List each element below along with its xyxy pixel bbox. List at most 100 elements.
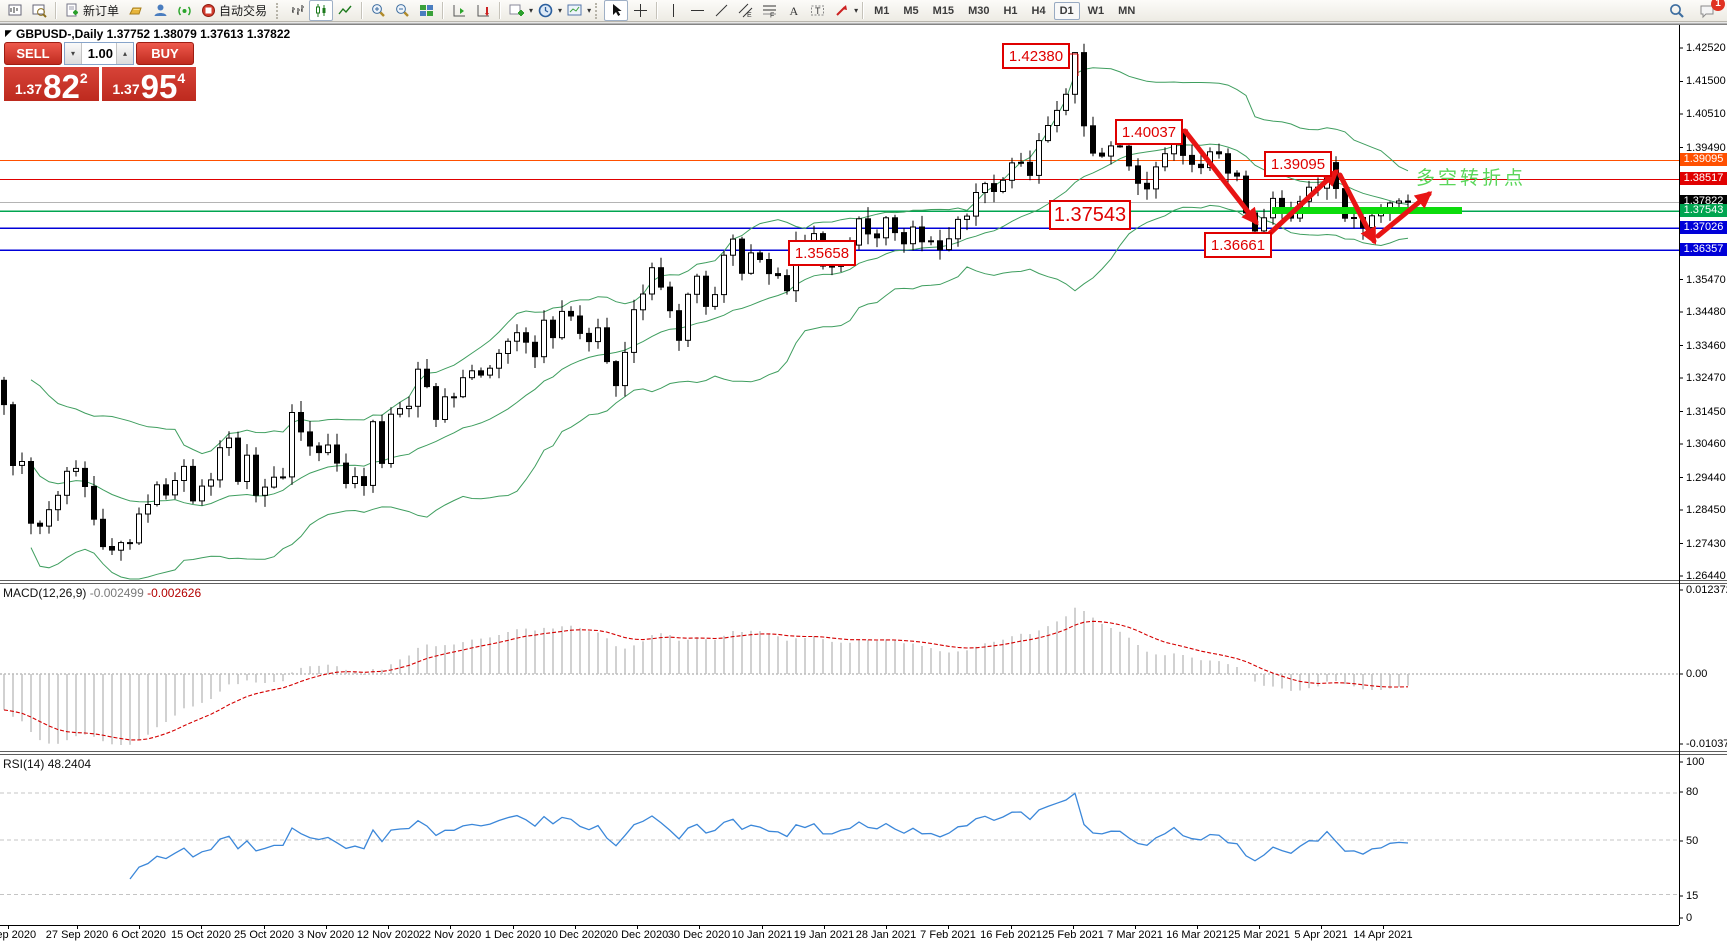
text-tool-icon[interactable]: A (781, 0, 805, 21)
price-annotation-box[interactable]: 1.40037 (1115, 119, 1183, 145)
volume-stepper[interactable]: ▾ ▴ (64, 42, 134, 65)
candle-body (199, 485, 205, 502)
community-user-icon[interactable] (148, 0, 172, 21)
auto-trading-button[interactable]: 自动交易 (196, 1, 272, 20)
candle-body (766, 259, 772, 275)
trend-arrow-4[interactable] (1375, 191, 1433, 239)
chart-shift-icon[interactable] (447, 0, 471, 21)
tile-windows-icon[interactable] (414, 0, 438, 21)
sell-price-display[interactable]: 1.37 82 2 (4, 67, 99, 103)
rsi-line[interactable] (129, 792, 1409, 880)
toolbar-separator (361, 2, 363, 19)
chart-window-icon[interactable] (3, 0, 27, 21)
notifications-chat-icon[interactable]: 1 (1695, 0, 1725, 21)
zoom-in-icon[interactable] (366, 0, 390, 21)
candle-body (514, 332, 520, 342)
cursor-tool-icon[interactable] (604, 0, 629, 21)
trendline-tool-icon[interactable] (709, 0, 733, 21)
bull-bear-turning-point-label[interactable]: 多空转折点 (1416, 168, 1527, 189)
periods-dropdown-icon[interactable]: ▾ (558, 6, 563, 15)
candle-body (505, 340, 511, 354)
price-annotation-box[interactable]: 1.42380 (1002, 43, 1070, 69)
buy-price-display[interactable]: 1.37 95 4 (101, 67, 196, 103)
rsi-axis-label: 0 (1686, 912, 1693, 924)
candle-body (388, 413, 394, 465)
date-label: 1 Dec 2020 (484, 929, 542, 941)
indicators-icon[interactable] (504, 0, 528, 21)
price-annotation-box[interactable]: 1.39095 (1264, 151, 1332, 177)
equidistant-channel-tool-icon[interactable]: E (733, 0, 757, 21)
candle-body (613, 361, 619, 387)
green-support-bar[interactable] (1272, 207, 1462, 214)
sell-button[interactable]: SELL (4, 42, 62, 65)
timeframe-button-M5[interactable]: M5 (903, 4, 919, 17)
trend-arrow-1[interactable] (1182, 128, 1259, 226)
trend-arrow-2[interactable] (1263, 169, 1340, 240)
arrows-dropdown-icon[interactable]: ▾ (854, 6, 859, 15)
candle-body (1162, 153, 1168, 168)
timeframe-button-W1[interactable]: W1 (1087, 4, 1105, 17)
templates-icon[interactable] (562, 0, 586, 21)
vertical-line-tool-icon[interactable] (661, 0, 685, 21)
macd-header: MACD(12,26,9) -0.002499 -0.002626 (3, 586, 201, 600)
timeframe-button-M15[interactable]: M15 (932, 4, 955, 17)
bollinger-middle-band[interactable] (30, 143, 1409, 507)
bollinger-lower-band[interactable] (30, 204, 1409, 580)
horizontal-line-tool-icon[interactable] (685, 0, 709, 21)
price-annotation-box[interactable]: 1.37543 (1049, 200, 1131, 230)
one-click-collapse-icon[interactable]: ◤ (5, 28, 12, 38)
candle-body (361, 476, 367, 487)
buy-button[interactable]: BUY (136, 42, 194, 65)
candle-body (1117, 145, 1123, 148)
volume-increase-button[interactable]: ▴ (116, 43, 133, 64)
rsi-value: 48.2404 (47, 757, 92, 771)
timeframe-button-M30[interactable]: M30 (968, 4, 990, 17)
macd-axis-label: -0.010374 (1686, 738, 1727, 750)
text-label-tool-icon[interactable]: T (805, 0, 829, 21)
new-order-button[interactable]: 新订单 (60, 1, 124, 20)
candle-body (883, 217, 889, 239)
zoom-out-icon[interactable] (390, 0, 414, 21)
signal-icon[interactable] (172, 0, 196, 21)
bar-chart-type-icon[interactable] (285, 0, 309, 21)
indicators-dropdown-icon[interactable]: ▾ (529, 6, 534, 15)
gold-ingot-icon[interactable] (124, 0, 148, 21)
macd-axis-label: 0.012372 (1686, 584, 1727, 596)
candle-body (649, 267, 655, 295)
volume-input[interactable] (82, 43, 116, 64)
candle-body (901, 232, 907, 245)
auto-scroll-icon[interactable] (471, 0, 495, 21)
candle-body (865, 218, 871, 235)
toolbar-drag-handle[interactable] (595, 2, 600, 19)
timeframe-button-H4[interactable]: H4 (1031, 4, 1046, 17)
fibonacci-tool-icon[interactable]: F (757, 0, 781, 21)
line-chart-type-icon[interactable] (333, 0, 357, 21)
candlestick-chart-type-icon[interactable] (309, 0, 334, 21)
price-tick-label: 1.39490 (1686, 142, 1726, 154)
timeframe-button-H1[interactable]: H1 (1003, 4, 1018, 17)
trend-arrow-3[interactable] (1337, 172, 1377, 245)
price-annotation-box[interactable]: 1.35658 (788, 240, 856, 266)
timeframe-button-MN[interactable]: MN (1118, 4, 1136, 17)
arrows-tool-icon[interactable] (829, 0, 853, 21)
rsi-axis-label: 100 (1686, 756, 1705, 768)
templates-dropdown-icon[interactable]: ▾ (587, 6, 592, 15)
search-icon[interactable] (1665, 0, 1689, 21)
toolbar-drag-handle[interactable] (276, 2, 281, 19)
candle-body (856, 218, 862, 246)
candle-body (1234, 172, 1240, 177)
macd-signal-line[interactable] (3, 620, 1409, 741)
candle-body (154, 484, 160, 505)
price-tick-label: 1.26440 (1686, 570, 1726, 582)
bollinger-upper-band[interactable] (30, 67, 1409, 455)
volume-decrease-button[interactable]: ▾ (65, 43, 82, 64)
price-annotation-box[interactable]: 1.36661 (1204, 232, 1272, 258)
timeframe-button-M1[interactable]: M1 (874, 4, 890, 17)
market-watch-icon[interactable] (27, 0, 51, 21)
timeframe-button-D1[interactable]: D1 (1053, 1, 1080, 20)
svg-text:A: A (789, 4, 798, 18)
toolbar-separator (656, 2, 658, 19)
periods-clock-icon[interactable] (533, 0, 557, 21)
crosshair-tool-icon[interactable] (628, 0, 652, 21)
